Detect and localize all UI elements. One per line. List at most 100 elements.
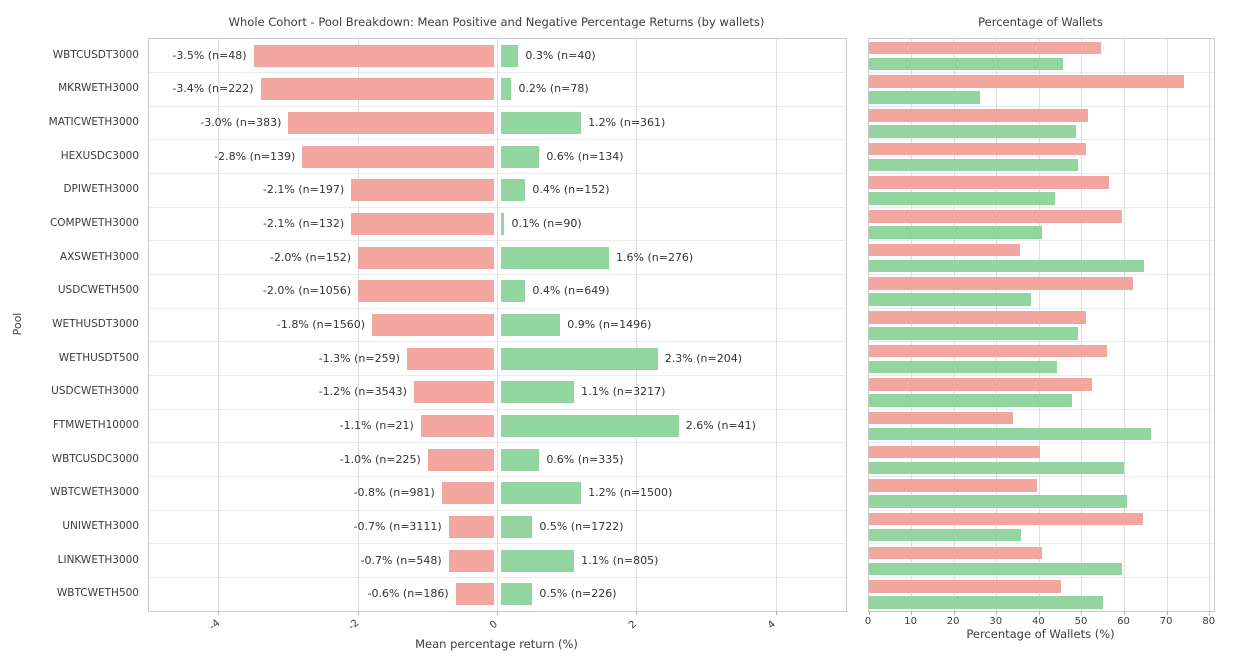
row-gridline bbox=[869, 206, 1214, 208]
positive-return-label: 1.6% (n=276) bbox=[616, 250, 694, 264]
positive-return-label: 0.1% (n=90) bbox=[511, 217, 582, 231]
pool-tick-label: USDCWETH3000 bbox=[51, 385, 139, 398]
gridline bbox=[775, 39, 777, 611]
positive-return-label: 0.5% (n=226) bbox=[539, 587, 617, 601]
pool-tick-label: WBTCWETH3000 bbox=[50, 486, 139, 499]
tick-mark bbox=[636, 611, 638, 615]
positive-wallets-bar bbox=[869, 293, 1032, 306]
negative-wallets-bar bbox=[869, 277, 1133, 290]
row-gridline bbox=[869, 509, 1214, 511]
positive-wallets-bar bbox=[869, 226, 1042, 239]
row-gridline bbox=[869, 240, 1214, 242]
returns-x-axis-ticks: -4 -2 0 2 4 bbox=[148, 613, 845, 639]
positive-return-bar bbox=[500, 448, 540, 471]
pool-tick-label: FTMWETH10000 bbox=[52, 418, 139, 431]
returns-chart-title: Whole Cohort - Pool Breakdown: Mean Posi… bbox=[228, 15, 765, 29]
pool-tick-label: DPIWETH3000 bbox=[63, 183, 139, 196]
negative-return-bar bbox=[358, 246, 495, 269]
positive-return-label: 0.3% (n=40) bbox=[525, 48, 596, 62]
negative-return-bar bbox=[351, 179, 495, 202]
pool-tick-label: WBTCUSDT3000 bbox=[52, 48, 139, 61]
row-gridline bbox=[869, 341, 1214, 343]
positive-wallets-bar bbox=[869, 158, 1079, 172]
gridline bbox=[996, 39, 998, 611]
negative-wallets-bar bbox=[869, 142, 1086, 156]
positive-return-label: 1.1% (n=3217) bbox=[581, 385, 666, 399]
negative-return-label: -2.1% (n=197) bbox=[262, 183, 345, 197]
gridline bbox=[953, 39, 955, 611]
positive-return-label: 1.2% (n=1500) bbox=[588, 486, 673, 500]
row-gridline bbox=[869, 374, 1214, 376]
x-tick-label: 0 bbox=[864, 616, 872, 627]
negative-return-label: -2.0% (n=152) bbox=[269, 250, 352, 264]
pool-tick-label: MKRWETH3000 bbox=[58, 82, 139, 95]
negative-return-label: -3.4% (n=222) bbox=[172, 82, 254, 96]
positive-wallets-bar bbox=[869, 461, 1124, 475]
negative-return-label: -1.2% (n=3543) bbox=[318, 385, 407, 399]
positive-return-bar bbox=[500, 347, 658, 370]
positive-return-label: 2.3% (n=204) bbox=[664, 351, 743, 365]
positive-return-label: 0.6% (n=335) bbox=[546, 452, 624, 466]
row-gridline bbox=[869, 543, 1214, 545]
row-gridline bbox=[869, 307, 1214, 309]
negative-return-bar bbox=[455, 583, 495, 606]
pool-tick-label: WBTCWETH500 bbox=[56, 587, 139, 600]
x-tick-label: 50 bbox=[1074, 616, 1088, 627]
positive-return-bar bbox=[500, 381, 575, 404]
returns-chart-xlabel: Mean percentage return (%) bbox=[415, 637, 578, 651]
negative-wallets-bar bbox=[869, 512, 1144, 526]
negative-return-label: -2.0% (n=1056) bbox=[262, 284, 352, 298]
negative-wallets-bar bbox=[869, 378, 1093, 391]
positive-return-bar bbox=[500, 482, 582, 505]
negative-wallets-bar bbox=[869, 546, 1042, 560]
positive-wallets-bar bbox=[869, 528, 1021, 542]
negative-return-bar bbox=[427, 448, 495, 471]
positive-wallets-bar bbox=[869, 562, 1123, 576]
positive-return-bar bbox=[500, 280, 526, 303]
negative-wallets-bar bbox=[869, 411, 1014, 425]
negative-wallets-bar bbox=[869, 445, 1041, 459]
tick-mark bbox=[218, 611, 220, 615]
positive-return-bar bbox=[500, 112, 582, 135]
negative-return-label: -2.8% (n=139) bbox=[214, 149, 296, 163]
positive-return-label: 1.2% (n=361) bbox=[588, 116, 666, 130]
pool-tick-label: COMPWETH3000 bbox=[49, 217, 139, 230]
positive-return-label: 1.1% (n=805) bbox=[581, 553, 659, 567]
negative-return-bar bbox=[351, 213, 495, 236]
positive-wallets-bar bbox=[869, 427, 1151, 441]
positive-wallets-bar bbox=[869, 327, 1078, 340]
negative-wallets-bar bbox=[869, 75, 1185, 88]
returns-plot-area: -3.5% (n=48) 0.3% (n=40) -3.4% (n=222) 0.2%… bbox=[148, 38, 847, 615]
x-tick-label: 70 bbox=[1159, 616, 1173, 627]
negative-wallets-bar bbox=[869, 311, 1087, 324]
negative-return-bar bbox=[413, 381, 495, 404]
tick-mark bbox=[357, 611, 359, 615]
tick-mark bbox=[1124, 611, 1126, 615]
gridline bbox=[911, 39, 913, 611]
positive-return-bar bbox=[500, 179, 526, 202]
positive-return-label: 0.6% (n=134) bbox=[546, 149, 624, 163]
positive-return-bar bbox=[500, 314, 561, 336]
tick-mark bbox=[1038, 611, 1040, 615]
x-tick-label: 30 bbox=[989, 616, 1003, 627]
gridline bbox=[1166, 39, 1168, 611]
positive-return-bar bbox=[500, 78, 512, 101]
wallets-x-axis-ticks: 0 10 20 30 40 50 60 70 80 bbox=[865, 613, 1215, 627]
row-gridline bbox=[869, 408, 1214, 410]
negative-wallets-bar bbox=[869, 210, 1123, 223]
negative-wallets-bar bbox=[869, 176, 1110, 189]
positive-wallets-bar bbox=[869, 57, 1063, 71]
negative-return-label: -1.1% (n=21) bbox=[339, 418, 414, 432]
positive-return-bar bbox=[500, 515, 533, 538]
negative-return-bar bbox=[372, 314, 495, 336]
x-tick-label: 40 bbox=[1031, 616, 1045, 627]
x-tick-label: 20 bbox=[946, 616, 960, 627]
positive-return-bar bbox=[500, 213, 505, 236]
positive-return-bar bbox=[500, 549, 575, 572]
negative-return-label: -0.6% (n=186) bbox=[367, 587, 449, 601]
tick-mark bbox=[497, 611, 498, 615]
positive-wallets-bar bbox=[869, 596, 1103, 609]
pool-tick-label: WETHUSDT3000 bbox=[52, 318, 139, 330]
gridline bbox=[1209, 39, 1211, 611]
negative-return-bar bbox=[406, 347, 495, 370]
